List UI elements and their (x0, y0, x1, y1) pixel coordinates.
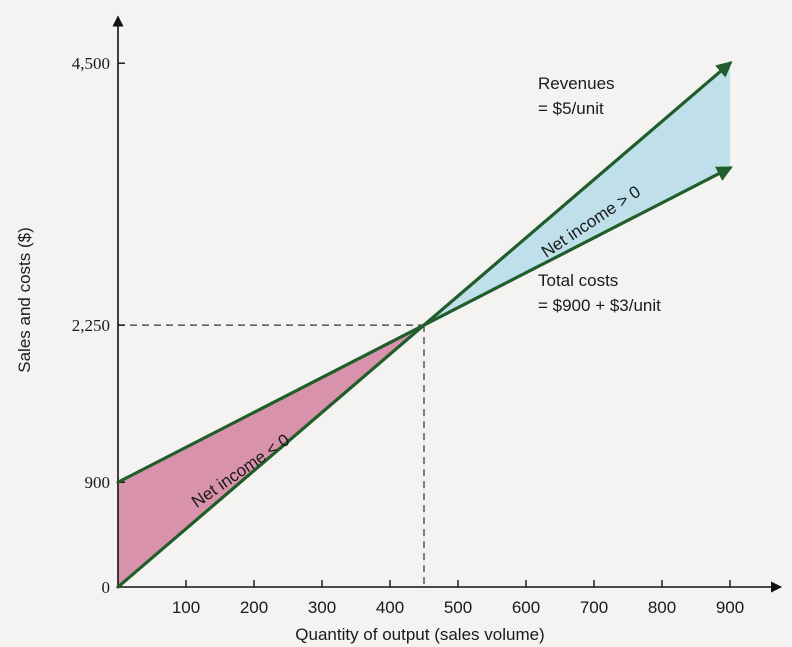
total-costs-label: Total costs (538, 271, 618, 290)
y-axis-label: Sales and costs ($) (15, 227, 34, 373)
y-tick-label-0: 0 (102, 578, 111, 597)
revenues-label: Revenues (538, 74, 615, 93)
x-tick-label-800: 800 (648, 598, 676, 617)
x-tick-label-600: 600 (512, 598, 540, 617)
guides (118, 324, 425, 587)
x-tick-label-500: 500 (444, 598, 472, 617)
x-tick-label-100: 100 (172, 598, 200, 617)
x-tick-label-400: 400 (376, 598, 404, 617)
x-axis-label: Quantity of output (sales volume) (295, 625, 544, 644)
y-ticks: 0 900 2,250 4,500 (72, 54, 125, 597)
series-lines (116, 61, 733, 589)
total-costs-formula: = $900 + $3/unit (538, 296, 661, 315)
series-line-total-costs (116, 166, 733, 484)
x-tick-label-200: 200 (240, 598, 268, 617)
x-ticks: 100 200 300 400 500 600 700 800 900 (172, 580, 744, 617)
x-tick-label-900: 900 (716, 598, 744, 617)
y-tick-label-900: 900 (85, 473, 111, 492)
x-tick-label-300: 300 (308, 598, 336, 617)
axes: 100 200 300 400 500 600 700 800 900 0 900 2,250 4,5… (72, 15, 783, 617)
y-tick-label-4500: 4,500 (72, 54, 110, 73)
x-tick-label-700: 700 (580, 598, 608, 617)
y-tick-label-2250: 2,250 (72, 316, 110, 335)
revenues-formula: = $5/unit (538, 99, 604, 118)
